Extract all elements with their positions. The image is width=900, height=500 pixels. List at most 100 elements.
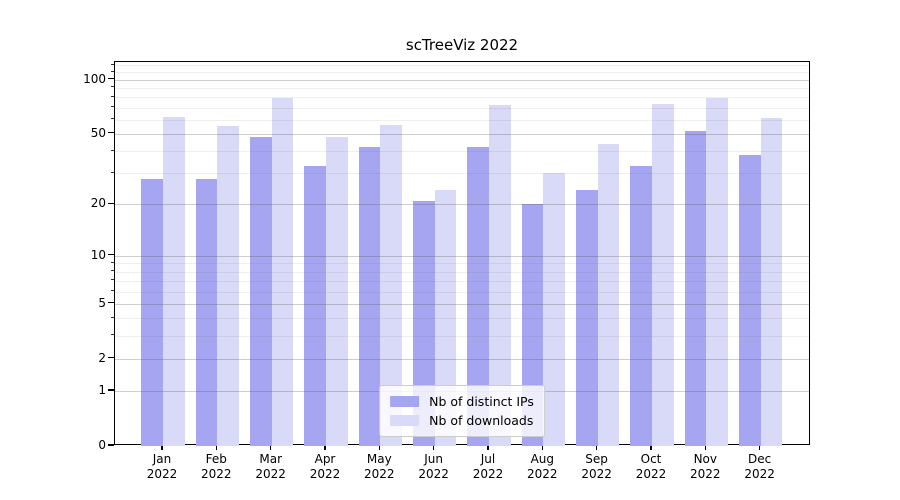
x-tick-month: Jul bbox=[480, 452, 496, 466]
y-tick-label: 0 bbox=[98, 438, 106, 452]
legend-swatch bbox=[390, 396, 420, 407]
x-tick-label: Nov 2022 bbox=[673, 452, 737, 482]
x-tick-mark bbox=[650, 445, 652, 450]
x-tick-year: 2022 bbox=[146, 467, 178, 481]
legend-swatch bbox=[390, 415, 420, 426]
x-tick-year: 2022 bbox=[255, 467, 286, 481]
y-tick-mark bbox=[108, 389, 114, 391]
minor-gridline bbox=[115, 263, 809, 265]
x-tick-year: 2022 bbox=[201, 467, 232, 481]
x-tick-label: Mar 2022 bbox=[239, 452, 303, 482]
y-minor-tick-mark bbox=[110, 334, 114, 336]
y-minor-tick-mark bbox=[110, 171, 114, 173]
legend-row: Nb of distinct IPs bbox=[390, 392, 534, 411]
y-tick-mark bbox=[108, 253, 114, 256]
bar-distinct-ips-feb bbox=[195, 178, 218, 446]
major-gridline bbox=[115, 79, 809, 81]
x-tick-mark bbox=[324, 445, 326, 450]
bar-downloads-mar bbox=[271, 98, 294, 446]
bar-distinct-ips-sep bbox=[575, 190, 598, 446]
y-minor-tick-mark bbox=[110, 70, 114, 72]
y-minor-tick-mark bbox=[110, 95, 114, 97]
bar-downloads-aug bbox=[543, 173, 565, 446]
bar-downloads-jun bbox=[434, 190, 457, 446]
minor-gridline bbox=[115, 72, 809, 74]
y-minor-tick-mark bbox=[110, 149, 114, 151]
y-tick-label: 50 bbox=[90, 125, 106, 140]
x-tick-mark bbox=[595, 445, 598, 450]
bar-downloads-jul bbox=[489, 105, 511, 446]
plot-area: Nb of distinct IPs Nb of downloads bbox=[114, 61, 810, 446]
x-tick-label: Jul 2022 bbox=[456, 452, 520, 482]
y-minor-tick-mark bbox=[110, 86, 114, 88]
x-tick-mark bbox=[758, 445, 761, 450]
x-tick-year: 2022 bbox=[690, 467, 721, 481]
minor-gridline bbox=[115, 151, 809, 153]
x-tick-year: 2022 bbox=[364, 467, 395, 481]
y-tick-label: 100 bbox=[83, 71, 106, 86]
y-tick-mark bbox=[108, 357, 114, 359]
y-minor-tick-mark bbox=[110, 270, 114, 271]
bar-downloads-oct bbox=[652, 104, 674, 446]
bar-distinct-ips-may bbox=[358, 147, 381, 446]
bar-downloads-may bbox=[380, 125, 402, 446]
bar-distinct-ips-mar bbox=[250, 137, 272, 446]
bar-distinct-ips-oct bbox=[630, 166, 652, 446]
minor-gridline bbox=[115, 173, 809, 175]
y-tick-label: 10 bbox=[90, 247, 106, 262]
x-tick-label: Sep 2022 bbox=[565, 452, 629, 482]
bar-downloads-feb bbox=[217, 126, 239, 446]
x-tick-mark bbox=[432, 445, 435, 450]
x-tick-month: Oct bbox=[640, 452, 662, 466]
x-tick-year: 2022 bbox=[581, 467, 612, 481]
x-tick-label: Feb 2022 bbox=[184, 452, 248, 482]
x-tick-mark bbox=[704, 445, 706, 450]
y-minor-tick-mark bbox=[110, 261, 114, 263]
x-tick-label: Apr 2022 bbox=[293, 452, 357, 482]
minor-gridline bbox=[115, 119, 809, 121]
y-tick-mark bbox=[108, 202, 114, 204]
bar-distinct-ips-jul bbox=[467, 147, 489, 446]
major-gridline bbox=[115, 303, 809, 305]
minor-gridline bbox=[115, 318, 809, 320]
x-tick-label: Jan 2022 bbox=[130, 452, 194, 482]
x-tick-year: 2022 bbox=[418, 467, 449, 481]
x-tick-year: 2022 bbox=[309, 467, 341, 481]
minor-gridline bbox=[115, 87, 809, 89]
x-tick-mark bbox=[487, 445, 489, 450]
x-tick-month: Dec bbox=[747, 452, 772, 466]
y-minor-tick-mark bbox=[110, 316, 114, 318]
bar-distinct-ips-jun bbox=[412, 200, 435, 446]
y-tick-label: 1 bbox=[98, 383, 106, 397]
bar-distinct-ips-nov bbox=[684, 130, 707, 446]
legend: Nb of distinct IPs Nb of downloads bbox=[379, 385, 545, 437]
legend-row: Nb of downloads bbox=[390, 411, 534, 430]
major-gridline bbox=[115, 133, 809, 135]
x-tick-label: May 2022 bbox=[347, 452, 411, 482]
x-tick-label: Jun 2022 bbox=[402, 452, 466, 482]
major-gridline bbox=[115, 255, 809, 257]
bar-downloads-nov bbox=[706, 98, 728, 446]
major-gridline bbox=[115, 204, 809, 206]
x-tick-month: May bbox=[366, 452, 392, 466]
x-tick-year: 2022 bbox=[635, 467, 667, 481]
x-tick-label: Aug 2022 bbox=[510, 452, 574, 482]
minor-gridline bbox=[115, 65, 809, 67]
x-tick-mark bbox=[270, 445, 272, 450]
bar-distinct-ips-jan bbox=[141, 178, 163, 446]
y-tick-mark bbox=[108, 132, 114, 134]
minor-gridline bbox=[115, 107, 809, 109]
chart-title: scTreeViz 2022 bbox=[405, 36, 519, 54]
y-tick-mark bbox=[108, 77, 114, 80]
y-tick-label: 2 bbox=[98, 350, 106, 365]
x-tick-year: 2022 bbox=[527, 467, 558, 481]
major-gridline bbox=[115, 358, 809, 360]
minor-gridline bbox=[115, 335, 809, 337]
bar-downloads-apr bbox=[326, 137, 348, 446]
bar-downloads-dec bbox=[760, 118, 783, 446]
x-tick-month: Jun bbox=[424, 452, 443, 466]
y-minor-tick-mark bbox=[110, 290, 114, 291]
x-tick-month: Sep bbox=[585, 452, 608, 466]
x-tick-label: Oct 2022 bbox=[619, 452, 683, 482]
